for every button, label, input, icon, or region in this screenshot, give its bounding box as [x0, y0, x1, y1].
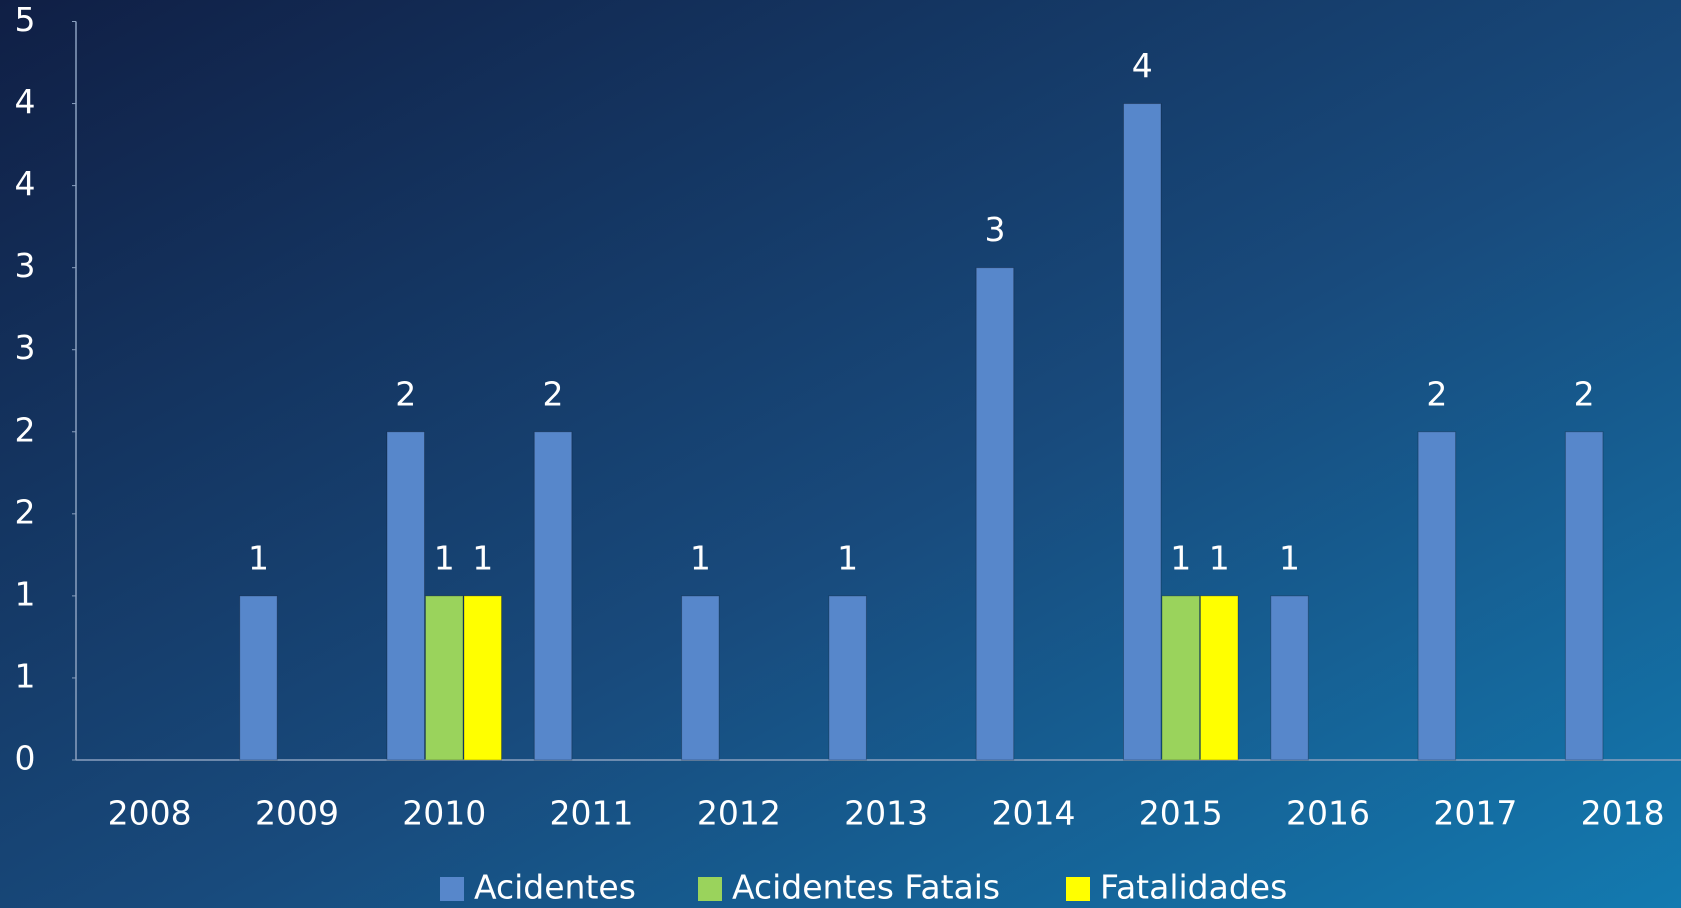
bar	[239, 595, 278, 761]
data-label: 1	[434, 538, 455, 577]
bar	[1161, 595, 1200, 761]
y-tick-label: 3	[15, 246, 36, 285]
bar	[1200, 595, 1239, 761]
legend-swatch	[698, 877, 722, 901]
x-tick-label: 2012	[697, 794, 781, 833]
bar	[828, 595, 867, 761]
y-tick-label: 4	[15, 164, 36, 203]
bar	[1417, 431, 1457, 761]
y-tick-label: 3	[15, 328, 36, 367]
y-tick-label: 4	[15, 82, 36, 121]
x-tick-label: 2018	[1581, 794, 1665, 833]
bar	[463, 595, 502, 761]
data-label: 1	[1279, 538, 1300, 577]
data-label: 2	[1426, 374, 1447, 413]
bar	[1123, 103, 1162, 761]
x-tick-label: 2010	[402, 794, 486, 833]
bar	[386, 431, 425, 761]
x-tick-label: 2008	[108, 794, 192, 833]
bar	[1270, 595, 1309, 761]
y-tick-label: 2	[15, 410, 36, 449]
x-tick-label: 2011	[550, 794, 634, 833]
x-tick-label: 2015	[1139, 794, 1223, 833]
bar	[681, 595, 720, 761]
x-tick-label: 2017	[1433, 794, 1517, 833]
bar	[533, 431, 573, 761]
data-label: 1	[472, 538, 493, 577]
legend-label: Fatalidades	[1100, 868, 1287, 907]
y-tick-label: 0	[15, 739, 36, 778]
legend-swatch	[440, 877, 464, 901]
data-label: 4	[1132, 46, 1153, 85]
legend-label: Acidentes	[474, 868, 636, 907]
bar	[975, 267, 1015, 761]
data-label: 3	[984, 210, 1005, 249]
y-tick-label: 2	[15, 492, 36, 531]
bar	[1564, 431, 1604, 761]
y-tick-label: 1	[15, 574, 36, 613]
data-label: 1	[837, 538, 858, 577]
x-tick-label: 2009	[255, 794, 339, 833]
data-label: 2	[395, 374, 416, 413]
legend-swatch	[1066, 877, 1090, 901]
legend-label: Acidentes Fatais	[732, 868, 1000, 907]
y-tick-label: 1	[15, 656, 36, 695]
y-tick-label: 5	[15, 0, 36, 39]
x-tick-label: 2014	[991, 794, 1075, 833]
data-label: 1	[1209, 538, 1230, 577]
bar	[425, 595, 464, 761]
data-label: 2	[543, 374, 564, 413]
x-tick-label: 2016	[1286, 794, 1370, 833]
data-label: 2	[1574, 374, 1595, 413]
data-label: 1	[1170, 538, 1191, 577]
x-tick-label: 2013	[844, 794, 928, 833]
data-label: 1	[690, 538, 711, 577]
data-label: 1	[248, 538, 269, 577]
